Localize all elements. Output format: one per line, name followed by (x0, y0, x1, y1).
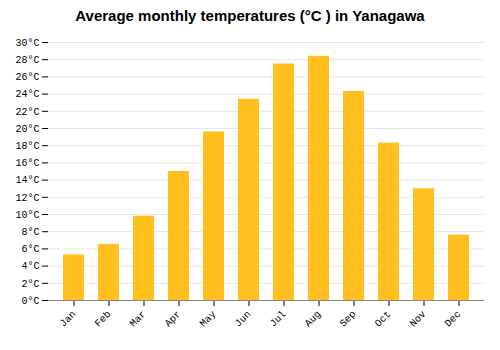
svg-text:Oct: Oct (373, 309, 394, 330)
svg-text:12°C: 12°C (15, 193, 39, 204)
svg-text:Jul: Jul (268, 309, 289, 330)
svg-text:20°C: 20°C (15, 124, 39, 135)
svg-text:28°C: 28°C (15, 55, 39, 66)
svg-text:Jun: Jun (233, 309, 254, 330)
svg-text:Sep: Sep (338, 309, 359, 330)
svg-text:22°C: 22°C (15, 107, 39, 118)
html-text:Average monthly temperatures (: Average monthly temperatures (°C ) in Ya… (75, 7, 425, 24)
svg-text:26°C: 26°C (15, 72, 39, 83)
svg-text:0°C: 0°C (21, 296, 39, 307)
svg-text:May: May (198, 309, 219, 330)
svg-text:Nov: Nov (408, 309, 429, 330)
svg-text:30°C: 30°C (15, 38, 39, 49)
svg-text:24°C: 24°C (15, 89, 39, 100)
svg-text:8°C: 8°C (21, 227, 39, 238)
svg-text:4°C: 4°C (21, 261, 39, 272)
svg-text:6°C: 6°C (21, 244, 39, 255)
svg-text:2°C: 2°C (21, 279, 39, 290)
svg-text:18°C: 18°C (15, 141, 39, 152)
svg-text:10°C: 10°C (15, 210, 39, 221)
svg-text:Apr: Apr (163, 309, 184, 330)
svg-text:Aug: Aug (303, 309, 324, 330)
svg-text:14°C: 14°C (15, 175, 39, 186)
svg-text:Jan: Jan (58, 309, 79, 330)
svg-text:Mar: Mar (128, 309, 149, 330)
svg-text:16°C: 16°C (15, 158, 39, 169)
svg-text:Feb: Feb (93, 309, 114, 330)
svg-text:Dec: Dec (443, 309, 464, 330)
